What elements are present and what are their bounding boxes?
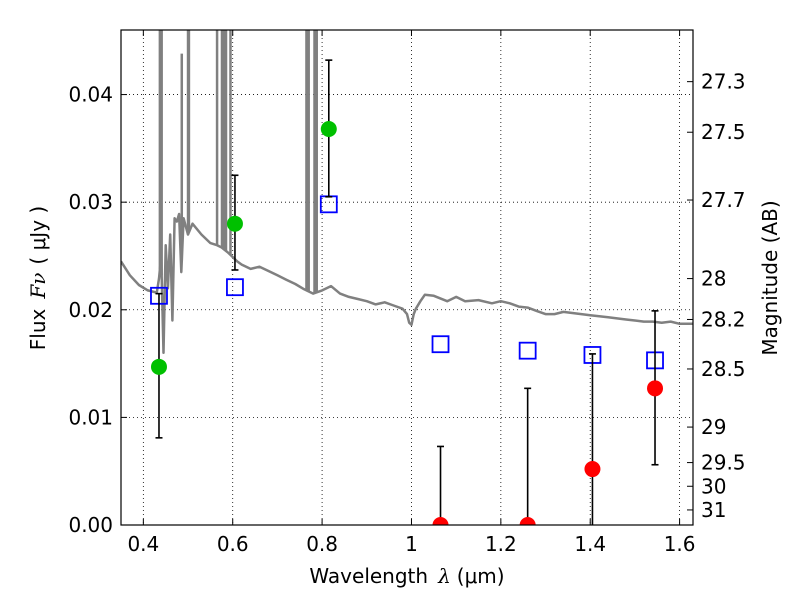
model-band-square: [226, 278, 244, 297]
model-band-square: [518, 341, 537, 360]
detection-point: [320, 121, 337, 137]
y-axis-label-symbol: Fν: [26, 273, 50, 300]
y2-tick-label: 28.2: [701, 307, 746, 331]
y-tick-label: 0.00: [68, 513, 113, 537]
x-axis-label-main: Wavelength: [309, 564, 428, 588]
spectrum-line: [121, 212, 693, 355]
y-axis-label: Flux Fν ( μJy ): [26, 206, 50, 350]
y2-tick-label: 28: [701, 267, 726, 291]
y-tick-label: 0.02: [68, 298, 113, 322]
detection-point: [226, 215, 243, 232]
y2-tick-label: 29: [701, 415, 726, 439]
x-tick-label: 1: [405, 532, 418, 556]
y2-tick-label: 27.3: [701, 70, 746, 94]
plot-marks: [121, 30, 693, 525]
nondetection-point: [519, 517, 536, 525]
x-axis-label-symbol: λ: [437, 564, 451, 588]
x-tick-label: 0.4: [127, 532, 159, 556]
plot-frame: [120, 29, 694, 526]
y-axis-label-main: Flux: [26, 308, 50, 350]
detection-point: [150, 358, 167, 375]
y2-tick-label: 31: [701, 498, 726, 522]
y-axis-label-unit: ( μJy ): [26, 206, 50, 265]
x-tick-label: 1.4: [574, 532, 606, 556]
nondetection-point: [432, 517, 449, 525]
y-tick-label: 0.01: [68, 405, 113, 429]
x-axis-label: Wavelength λ (μm): [309, 564, 504, 588]
model-band-square: [431, 335, 450, 354]
x-tick-label: 1.6: [664, 532, 696, 556]
nondetection-point: [647, 380, 664, 397]
y2-tick-label: 28.5: [701, 357, 746, 381]
axis-ticks: 0.4 0.6 0.8 1 1.2 1.4 1.6 0.00 0.01 0.02 0.03 0.04 2…: [68, 30, 746, 556]
y2-tick-label: 29.5: [701, 451, 746, 475]
y-tick-label: 0.04: [68, 83, 113, 107]
y-tick-label: 0.03: [68, 190, 113, 214]
y2-tick-label: 30: [701, 474, 726, 498]
x-tick-label: 1.2: [485, 532, 517, 556]
plot-area: [121, 30, 693, 525]
x-tick-label: 0.8: [306, 532, 338, 556]
y2-axis-label: Magnitude (AB): [758, 200, 782, 355]
x-tick-label: 0.6: [217, 532, 249, 556]
y2-tick-label: 27.7: [701, 188, 746, 212]
nondetection-point: [584, 461, 601, 478]
y2-tick-label: 27.5: [701, 120, 746, 144]
x-axis-label-unit: (μm): [457, 564, 505, 588]
